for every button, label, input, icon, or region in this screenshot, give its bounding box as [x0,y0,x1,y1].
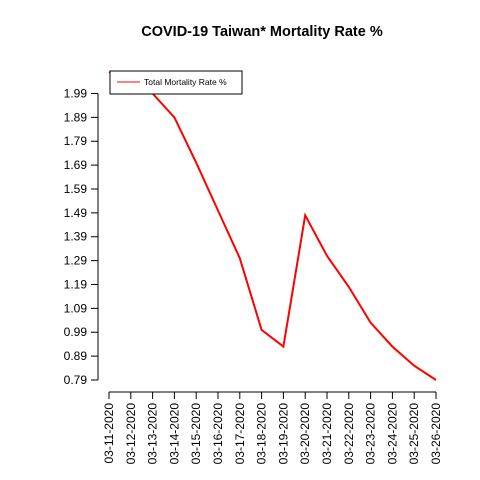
chart-title: COVID-19 Taiwan* Mortality Rate % [141,24,383,40]
x-tick-label: 03-21-2020 [320,403,334,465]
y-tick-label: 1.09 [64,301,88,315]
x-tick-label: 03-25-2020 [407,403,421,465]
y-tick-label: 1.19 [64,277,88,291]
plot-area [109,72,436,380]
y-axis: 0.79 0.89 0.99 1.09 1.19 1.29 1.39 1.49 1.59 1.69… [64,86,98,387]
y-tick-label: 0.99 [64,325,88,339]
x-tick-label: 03-22-2020 [342,403,356,465]
x-axis: 03-11-2020 03-12-2020 03-13-2020 03-14-2020… [102,392,443,464]
x-tick-label: 03-24-2020 [385,403,399,465]
y-tick-label: 1.69 [64,158,88,172]
y-tick-label: 1.59 [64,182,88,196]
x-tick-label: 03-19-2020 [276,403,290,465]
y-tick-label: 1.79 [64,134,88,148]
y-tick-label: 1.99 [64,86,88,100]
y-tick-label: 0.89 [64,349,88,363]
y-tick-label: 1.29 [64,254,88,268]
y-tick-label: 1.89 [64,110,88,124]
x-tick-label: 03-14-2020 [167,403,181,465]
y-tick-label: 1.49 [64,206,88,220]
x-tick-label: 03-16-2020 [211,403,225,465]
y-tick-label: 1.39 [64,230,88,244]
x-tick-label: 03-17-2020 [233,403,247,465]
x-tick-label: 03-18-2020 [255,403,269,465]
x-tick-label: 03-15-2020 [189,403,203,465]
x-tick-label: 03-23-2020 [364,403,378,465]
y-tick-label: 0.79 [64,373,88,387]
x-tick-label: 03-13-2020 [146,403,160,465]
x-tick-label: 03-20-2020 [298,403,312,465]
legend: Total Mortality Rate % [110,71,242,94]
x-tick-label: 03-26-2020 [429,403,443,465]
legend-label: Total Mortality Rate % [144,77,227,87]
series-line [109,72,436,380]
x-tick-label: 03-12-2020 [124,403,138,465]
x-tick-label: 03-11-2020 [102,403,116,464]
